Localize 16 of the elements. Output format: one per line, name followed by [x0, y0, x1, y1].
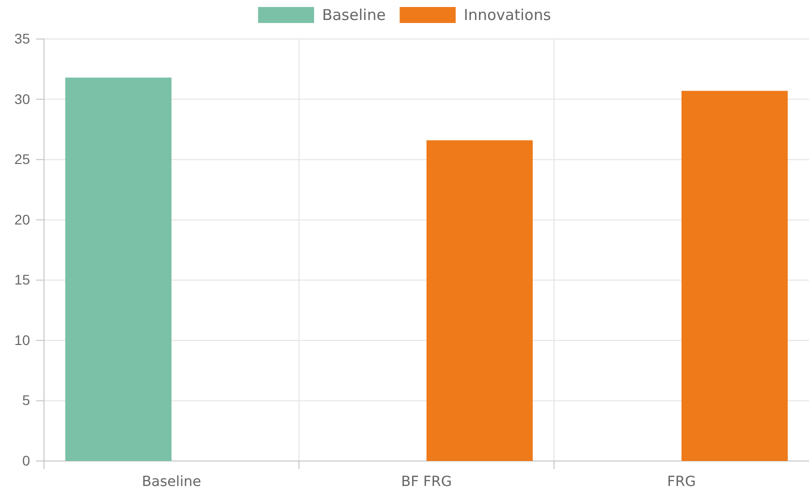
legend-label: Innovations	[464, 6, 552, 24]
y-tick-label: 0	[22, 452, 30, 468]
x-tick-label: Baseline	[142, 474, 202, 490]
bar	[65, 78, 172, 461]
legend-label: Baseline	[322, 6, 386, 24]
x-tick-label: FRG	[667, 474, 696, 490]
y-tick-label: 25	[14, 151, 30, 168]
y-tick-label: 20	[14, 211, 30, 228]
y-tick-label: 15	[14, 272, 30, 288]
y-tick-label: 35	[14, 30, 30, 46]
y-tick-label: 5	[22, 392, 30, 408]
x-tick-label: BF FRG	[401, 474, 452, 490]
bar	[682, 90, 788, 461]
y-tick-label: 30	[14, 90, 30, 107]
bar	[426, 140, 533, 461]
y-tick-label: 10	[14, 332, 30, 348]
